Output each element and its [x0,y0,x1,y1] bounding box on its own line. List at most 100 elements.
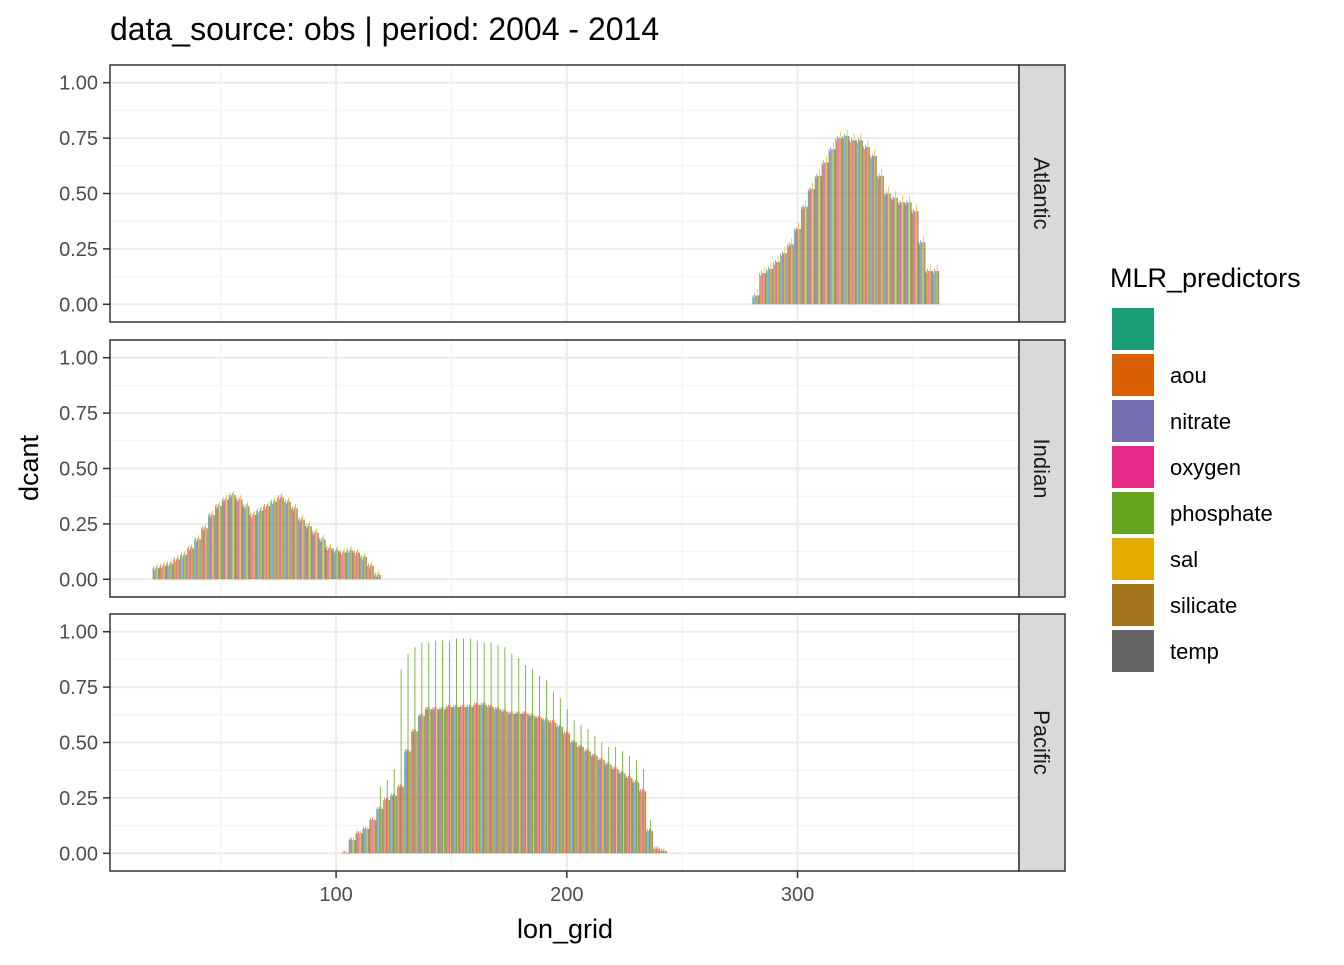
bar [311,526,312,580]
bar [219,501,220,580]
bar-spike [601,742,603,854]
bar [265,508,266,580]
bar [835,138,837,305]
bar [437,709,439,854]
bar [661,851,663,854]
legend-label: silicate [1170,593,1237,618]
facet-strip [1018,339,1066,598]
bar [914,211,915,305]
bar [345,552,347,580]
y-tick-label: 1.00 [59,348,98,370]
bar [650,828,652,854]
bar [161,568,162,580]
bar [356,831,358,854]
bar [929,271,930,305]
bar [891,200,893,305]
bar [624,773,626,854]
bar [928,271,929,305]
bar [367,565,368,580]
bar [600,758,602,854]
bar [346,851,347,854]
bar [339,552,341,580]
bar [919,244,921,305]
y-tick-label: 0.00 [59,294,98,316]
bar [288,497,290,580]
bar [362,557,364,580]
bar [864,149,865,305]
bar [630,777,632,854]
bar [201,526,203,580]
bar [527,713,529,854]
bar [826,155,827,305]
bar [546,718,548,854]
bar [234,495,235,580]
bar [859,140,861,305]
bar [203,528,205,580]
bar [221,499,223,580]
bar [396,795,397,854]
bar [911,211,913,305]
bar [283,497,284,580]
bar [903,202,905,305]
bar [841,138,843,305]
bar [779,262,780,305]
bar [646,831,648,854]
bar [855,140,857,305]
bar [584,749,586,854]
bar [292,510,294,580]
bar [582,746,583,854]
bar [358,831,359,854]
bar [478,704,480,854]
bar [648,828,650,854]
bar-spike [504,647,506,854]
bar-spike [379,786,381,854]
bar [353,552,354,580]
bar [180,554,181,580]
bar [291,506,293,580]
bar [663,851,665,854]
y-tick-label: 0.50 [59,733,98,755]
bar [506,711,507,854]
bar [434,707,436,854]
bar [416,731,417,854]
bar [509,713,511,854]
bar [755,295,757,305]
bar [494,709,495,854]
bar [571,740,572,854]
bar [823,160,825,305]
bar [851,138,852,305]
bar [485,704,487,854]
bar [578,746,580,854]
bar [838,138,839,305]
bar [191,543,193,580]
bar [753,297,754,305]
bar [368,828,370,854]
bar [577,746,578,854]
bar [269,506,271,580]
bar [450,704,451,854]
bar [616,769,618,854]
bar [365,557,367,580]
bar [329,546,330,580]
bar [617,769,619,854]
bar [535,718,537,854]
bar [354,839,356,854]
bar [319,537,321,580]
bar [376,808,378,854]
bar [559,724,560,854]
bar [500,709,501,854]
bar-spike [511,653,513,854]
bar [521,713,523,854]
bar [597,755,598,854]
bar [845,135,847,305]
bar [322,537,323,580]
bar [190,546,192,580]
bar [645,791,647,854]
bar [451,707,453,854]
bar [247,506,249,580]
bar [477,702,479,854]
bar [771,268,773,305]
bar [819,169,820,305]
bar [665,851,667,854]
bar [520,713,522,854]
